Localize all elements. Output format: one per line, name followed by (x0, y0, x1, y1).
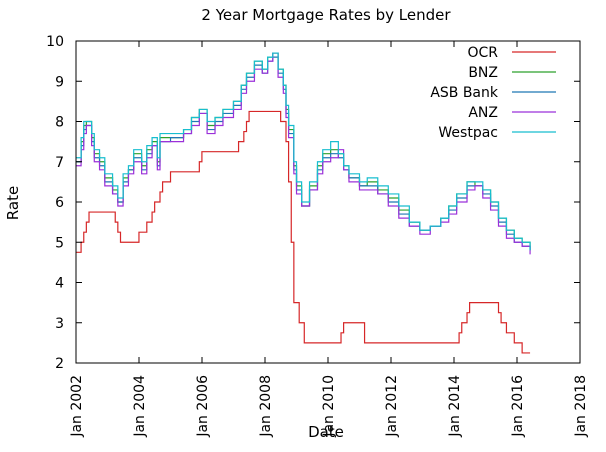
x-tick-label: Jan 2008 (258, 375, 274, 438)
plot-lines (76, 52, 531, 354)
y-tick-label: 2 (55, 356, 64, 372)
y-tick-label: 4 (55, 276, 64, 292)
x-tick-label: Jan 2012 (384, 375, 400, 438)
legend-label: ANZ (468, 105, 498, 121)
legend-label: BNZ (468, 65, 498, 81)
legend-label: Westpac (438, 125, 498, 141)
legend: OCR BNZ ASB Bank ANZ Westpac (430, 45, 556, 141)
y-tick-label: 3 (55, 316, 64, 332)
x-tick-label: Jan 2014 (447, 375, 463, 438)
x-tick-label: Jan 2016 (510, 375, 526, 438)
legend-label: ASB Bank (430, 85, 499, 101)
y-tick-label: 9 (55, 74, 64, 90)
series-line-ocr (76, 110, 531, 354)
series-line-bnz (76, 52, 531, 251)
legend-label: OCR (467, 45, 498, 61)
series-line-westpac (76, 52, 531, 251)
y-axis: 2 3 4 5 6 7 8 9 10 (46, 34, 580, 372)
y-axis-title: Rate (4, 186, 22, 220)
y-tick-label: 8 (55, 115, 64, 131)
series-line-anz (76, 52, 531, 255)
y-tick-label: 6 (55, 195, 64, 211)
y-tick-label: 7 (55, 155, 64, 171)
y-tick-label: 5 (55, 235, 64, 251)
x-tick-label: Jan 2006 (195, 375, 211, 438)
x-axis: Jan 2002 Jan 2004 Jan 2006 Jan 2008 Jan 2010… (69, 41, 589, 438)
y-tick-label: 10 (46, 34, 64, 50)
x-tick-label: Jan 2018 (573, 375, 589, 438)
x-tick-label: Jan 2002 (69, 375, 85, 438)
x-tick-label: Jan 2004 (132, 375, 148, 438)
plot-frame (75, 40, 581, 364)
x-axis-title: Date (308, 423, 344, 441)
chart-title: 2 Year Mortgage Rates by Lender (201, 6, 451, 24)
x-tick-label: Jan 2010 (321, 375, 337, 438)
